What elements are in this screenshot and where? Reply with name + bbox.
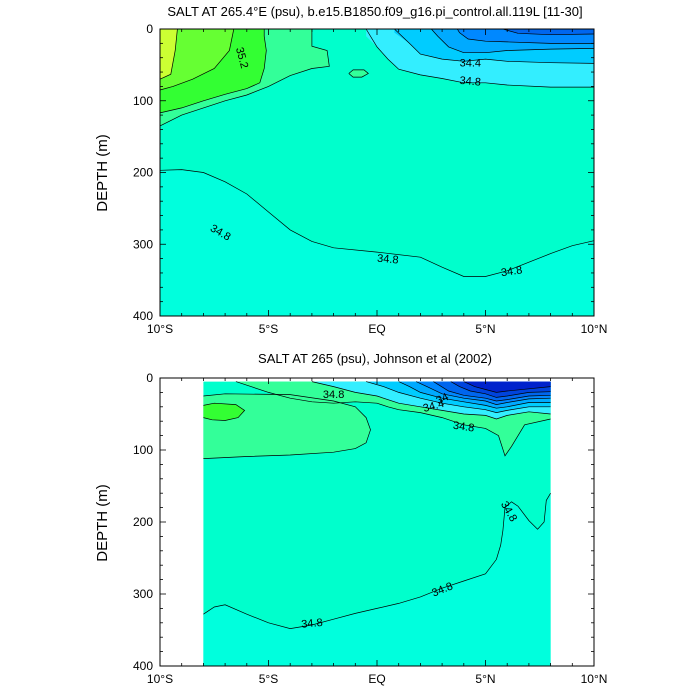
y-tick-label: 0 bbox=[146, 22, 153, 36]
panel-2-axes: 10°S 5°S EQ 5°N 10°N 0 100 200 300 400 bbox=[133, 371, 607, 686]
panel-2-y-axis-title: DEPTH (m) bbox=[94, 484, 111, 562]
contour-line-3 bbox=[159, 29, 267, 114]
panel-1-filled-contours bbox=[160, 29, 594, 316]
panel-2-title: SALT AT 265 (psu), Johnson et al (2002) bbox=[258, 351, 492, 366]
y-tick-label: 0 bbox=[146, 371, 153, 385]
x-tick-label: EQ bbox=[368, 322, 385, 336]
contour-region-5 bbox=[203, 403, 245, 421]
y-tick-label: 100 bbox=[133, 94, 153, 108]
contour-line-1 bbox=[159, 169, 595, 277]
contour-label-text: 34.8 bbox=[452, 420, 475, 435]
contour-line-10 bbox=[457, 28, 594, 44]
panel-1-y-axis-title: DEPTH (m) bbox=[94, 134, 111, 212]
panel-2-contour-lines bbox=[203, 381, 551, 629]
contour-line-4 bbox=[203, 402, 246, 421]
contour-label-text: 34.8 bbox=[500, 264, 523, 279]
contour-label-3: 34.8 bbox=[459, 75, 481, 89]
panel-1-title: SALT AT 265.4°E (psu), b.e15.B1850.f09_g… bbox=[167, 4, 582, 19]
contour-label-4: 34.8 bbox=[452, 420, 475, 435]
y-tick-label: 100 bbox=[133, 443, 153, 457]
y-tick-label: 200 bbox=[133, 515, 153, 529]
panel-1-contour-lines bbox=[159, 28, 595, 277]
contour-line-11 bbox=[502, 28, 595, 36]
x-tick-label: EQ bbox=[368, 672, 385, 686]
y-tick-label: 300 bbox=[133, 237, 153, 251]
contour-region-12 bbox=[502, 29, 594, 35]
contour-line-1 bbox=[203, 493, 551, 629]
contour-line-2 bbox=[159, 29, 330, 127]
panel-2-filled-contours bbox=[203, 381, 551, 666]
contour-region-5 bbox=[160, 29, 234, 90]
contour-label-text: 35.2 bbox=[233, 46, 250, 70]
contour-region-2 bbox=[203, 493, 551, 666]
contour-line-3 bbox=[203, 393, 371, 459]
contour-label-text: 34.8 bbox=[301, 617, 323, 631]
contour-label-2: 34 bbox=[434, 391, 450, 407]
contour-label-3: 34.4 bbox=[422, 398, 446, 415]
contour-line-8 bbox=[394, 28, 595, 64]
contour-line-5 bbox=[159, 28, 178, 80]
panel-2: SALT AT 265 (psu), Johnson et al (2002) … bbox=[94, 351, 607, 686]
x-tick-label: 10°S bbox=[147, 322, 173, 336]
x-tick-label: 5°N bbox=[475, 322, 495, 336]
contour-label-5: 34.8 bbox=[377, 253, 399, 267]
contour-label-text: 34.8 bbox=[377, 253, 399, 267]
panel-1: SALT AT 265.4°E (psu), b.e15.B1850.f09_g… bbox=[94, 4, 607, 336]
contour-label-7: 34.8 bbox=[301, 617, 323, 631]
contour-label-2: 34.4 bbox=[460, 58, 481, 70]
contour-region-12 bbox=[463, 381, 551, 393]
y-tick-label: 300 bbox=[133, 587, 153, 601]
contour-line-6 bbox=[348, 69, 369, 78]
contour-region-4 bbox=[203, 393, 371, 459]
y-tick-label: 400 bbox=[133, 659, 153, 673]
x-tick-label: 10°N bbox=[581, 322, 608, 336]
contour-line-8 bbox=[415, 381, 551, 405]
x-tick-label: 10°S bbox=[147, 672, 173, 686]
x-tick-label: 5°N bbox=[475, 672, 495, 686]
panel-1-axes: 10°S 5°S EQ 5°N 10°N 0 100 200 300 400 bbox=[133, 22, 607, 336]
contour-label-6: 34.8 bbox=[500, 264, 523, 279]
contour-line-9 bbox=[433, 381, 551, 402]
contour-region-7 bbox=[348, 69, 369, 78]
contour-region-2 bbox=[160, 169, 594, 316]
contour-line-7 bbox=[398, 381, 551, 409]
contour-label-text: 34.4 bbox=[422, 398, 446, 415]
contour-line-4 bbox=[159, 28, 235, 91]
contour-line-6 bbox=[366, 381, 551, 413]
contour-line-10 bbox=[450, 381, 551, 398]
y-tick-label: 200 bbox=[133, 166, 153, 180]
contour-label-1: 35.2 bbox=[233, 46, 250, 70]
x-tick-label: 10°N bbox=[581, 672, 608, 686]
contour-label-text: 34.8 bbox=[459, 75, 481, 89]
contour-line-11 bbox=[463, 381, 551, 393]
contour-line-2 bbox=[235, 381, 551, 457]
x-tick-label: 5°S bbox=[259, 672, 278, 686]
contour-label-text: 34.4 bbox=[460, 58, 481, 70]
contour-label-text: 34 bbox=[434, 391, 450, 407]
x-tick-label: 5°S bbox=[259, 322, 278, 336]
contour-region-6 bbox=[160, 29, 178, 80]
contour-line-5 bbox=[311, 381, 551, 420]
contour-line-7 bbox=[365, 28, 594, 88]
contour-label-text: 34.8 bbox=[323, 389, 344, 401]
contour-line-9 bbox=[431, 28, 595, 54]
contour-label-1: 34.8 bbox=[323, 389, 344, 401]
y-tick-label: 400 bbox=[133, 309, 153, 323]
